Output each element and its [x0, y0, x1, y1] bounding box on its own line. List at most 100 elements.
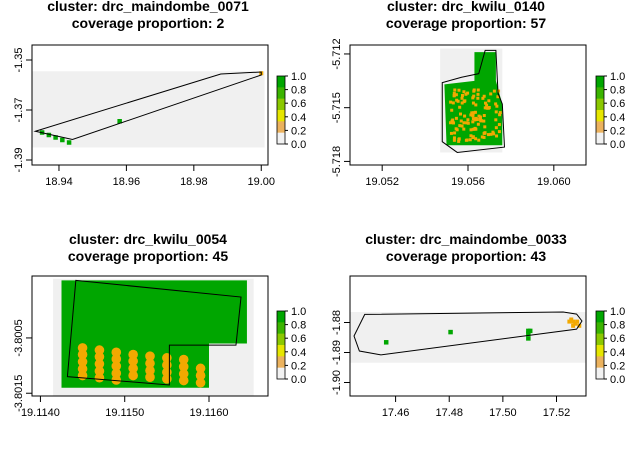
plot-area: [32, 71, 265, 148]
legend-label: 0.4: [291, 112, 306, 124]
full-coverage-area: [61, 280, 247, 388]
legend-label: 0.4: [291, 347, 306, 359]
partial-cell: [469, 128, 473, 132]
partial-cell: [457, 137, 461, 141]
legend-swatch: [596, 132, 604, 145]
legend-frame: [595, 310, 605, 380]
partial-cell: [452, 136, 456, 140]
panel-3: 19.1140 19.1150 19.1160 -3.8005 -3.8015 1.0 0.…: [13, 275, 306, 419]
partial-cell: [569, 317, 574, 322]
partial-cell: [571, 319, 576, 324]
partial-cell: [497, 123, 501, 127]
partial-cell: [478, 115, 482, 119]
panel-4: 17.46 17.48 17.50 17.52 -1.88 -1.89 -1.90 1.0 0.…: [331, 275, 625, 419]
legend-swatch: [596, 87, 604, 99]
partial-cell: [492, 89, 496, 93]
partial-cell: [111, 375, 122, 385]
legend-frame: [276, 310, 286, 380]
partial-cell: [458, 112, 462, 116]
partial-cell: [571, 323, 576, 328]
partial-cell: [449, 121, 453, 125]
partial-cell: [111, 354, 122, 364]
partial-cell: [472, 94, 476, 98]
legend-frame: [276, 75, 286, 145]
partial-cell: [482, 94, 486, 98]
partial-cell: [494, 102, 498, 106]
partial-cell: [462, 90, 466, 94]
partial-cell: [458, 105, 462, 109]
partial-cell: [474, 116, 478, 120]
partial-cell: [77, 370, 88, 381]
partial-cell: [460, 124, 464, 128]
partial-cell: [454, 116, 458, 120]
partial-cell: [494, 110, 498, 114]
legend-swatch: [277, 87, 285, 99]
partial-cell: [472, 88, 476, 92]
partial-cell: [195, 377, 206, 388]
legend-label: 0.2: [291, 360, 306, 372]
partial-cell: [482, 119, 486, 123]
legend-label: 0.8: [291, 320, 306, 332]
panel-2-title-line1: cluster: drc_kwilu_0140: [387, 0, 545, 14]
partial-cell: [462, 127, 466, 131]
full-cell: [66, 140, 72, 145]
legend-swatch: [277, 121, 285, 133]
legend-swatch: [596, 367, 604, 380]
partial-cell: [480, 135, 484, 139]
y-tick-label: -5.718: [331, 146, 343, 177]
partial-cell: [94, 366, 105, 376]
legend-swatch: [596, 333, 604, 346]
plot-area: [440, 48, 505, 153]
legend-label: 0.8: [610, 320, 625, 332]
x-tick-label: 18.98: [180, 176, 208, 188]
legend-swatch: [596, 345, 604, 357]
legend-swatch: [596, 322, 604, 334]
partial-cell: [94, 359, 105, 369]
partial-cell: [455, 128, 459, 132]
full-cell: [526, 331, 531, 336]
partial-cell: [497, 130, 501, 134]
y-tick-label: -1.37: [13, 97, 25, 122]
partial-cell: [471, 114, 475, 118]
legend-swatch: [596, 98, 604, 111]
legend-label: 0.8: [291, 85, 306, 97]
partial-cell: [469, 113, 473, 117]
partial-cell: [457, 139, 461, 143]
cluster-boundary: [441, 49, 505, 153]
plot-frame: [349, 275, 587, 397]
partial-cell: [485, 106, 489, 110]
partial-cell: [145, 365, 155, 376]
x-tick-label: 19.1140: [21, 407, 60, 419]
legend-label: 0.2: [291, 125, 306, 137]
partial-cell: [94, 345, 105, 355]
plot-frame: [31, 44, 269, 166]
partial-cell: [471, 136, 475, 140]
partial-cell: [476, 92, 480, 96]
cluster-boundary: [353, 311, 583, 356]
plot-frame: [31, 275, 269, 397]
partial-cell: [494, 118, 498, 122]
partial-cell: [94, 372, 105, 383]
partial-cell: [463, 114, 467, 118]
partial-cell: [451, 101, 455, 105]
partial-cell: [178, 354, 189, 365]
partial-cell: [453, 88, 457, 92]
partial-cell: [94, 351, 105, 362]
partial-cell: [464, 92, 468, 96]
partial-cell: [476, 96, 480, 100]
panel-3-title-line2: coverage proportion: 45: [68, 248, 228, 264]
legend-swatch: [596, 76, 604, 88]
partial-cell: [471, 101, 475, 105]
partial-cell: [178, 361, 189, 372]
partial-cell: [77, 356, 88, 367]
legend-swatch: [277, 356, 285, 368]
x-tick-label: 19.1160: [190, 407, 229, 419]
partial-cell: [77, 349, 88, 360]
raster-extent: [350, 312, 586, 363]
legend-label: 0.0: [610, 374, 625, 386]
partial-cell: [145, 351, 155, 361]
partial-cell: [453, 131, 457, 135]
y-tick-label: -3.8005: [13, 319, 25, 356]
legend-swatch: [596, 311, 604, 323]
partial-cell: [575, 319, 580, 324]
